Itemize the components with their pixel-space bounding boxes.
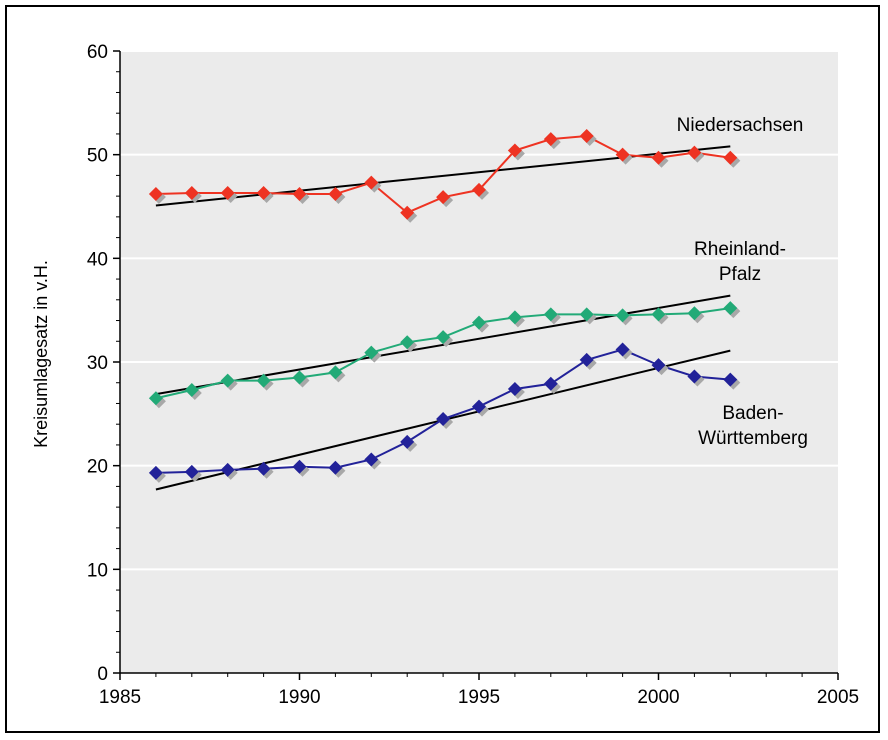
y-tick-label: 60 bbox=[87, 42, 108, 63]
data-point bbox=[292, 187, 307, 202]
data-point bbox=[579, 352, 594, 367]
data-point bbox=[148, 465, 163, 480]
data-point bbox=[723, 372, 738, 387]
y-axis-label: Kreisumlagesatz in v.H. bbox=[31, 260, 51, 448]
data-point bbox=[400, 335, 415, 350]
data-point bbox=[400, 205, 415, 220]
data-point bbox=[364, 175, 379, 190]
data-point bbox=[543, 132, 558, 147]
y-tick-label: 20 bbox=[87, 457, 108, 478]
x-tick-label: 1985 bbox=[99, 687, 141, 708]
data-point bbox=[723, 150, 738, 165]
data-point bbox=[687, 145, 702, 160]
data-point bbox=[400, 434, 415, 449]
data-point bbox=[220, 373, 235, 388]
data-point bbox=[615, 342, 630, 357]
data-point bbox=[256, 186, 271, 201]
y-tick-label: 50 bbox=[87, 146, 108, 167]
data-point bbox=[328, 460, 343, 475]
axes: 0 10 20 30 40 50 60 1985 1990 1995 2000 2005 bbox=[87, 42, 859, 708]
data-point bbox=[436, 412, 451, 427]
data-point bbox=[292, 370, 307, 385]
data-point bbox=[579, 307, 594, 322]
series-label: Rheinland- bbox=[694, 239, 786, 260]
y-tick-label: 0 bbox=[97, 664, 108, 685]
data-point bbox=[436, 330, 451, 345]
data-point bbox=[328, 187, 343, 202]
data-point bbox=[292, 459, 307, 474]
data-point bbox=[687, 369, 702, 384]
data-point bbox=[184, 464, 199, 479]
y-tick-label: 40 bbox=[87, 249, 108, 270]
data-point bbox=[543, 376, 558, 391]
y-tick-label: 10 bbox=[87, 560, 108, 581]
series-labels: Niedersachsen Rheinland- Pfalz Baden- Württe… bbox=[677, 115, 808, 449]
data-point bbox=[687, 306, 702, 321]
data-point bbox=[615, 147, 630, 162]
data-point bbox=[220, 186, 235, 201]
data-point bbox=[220, 462, 235, 477]
data-point bbox=[364, 452, 379, 467]
grid-lines bbox=[120, 50, 838, 571]
series-label: Baden- bbox=[722, 403, 783, 424]
data-point bbox=[723, 301, 738, 316]
y-tick-label: 30 bbox=[87, 353, 108, 374]
chart-frame: 0 10 20 30 40 50 60 1985 1990 1995 2000 2005 Nieder… bbox=[5, 5, 880, 733]
data-point bbox=[507, 143, 522, 158]
data-point bbox=[507, 310, 522, 325]
x-tick-label: 2005 bbox=[817, 687, 859, 708]
data-point bbox=[651, 307, 666, 322]
data-point bbox=[184, 186, 199, 201]
line-chart: 0 10 20 30 40 50 60 1985 1990 1995 2000 2005 Nieder… bbox=[31, 42, 859, 708]
data-point bbox=[507, 381, 522, 396]
data-point bbox=[328, 365, 343, 380]
data-point bbox=[615, 308, 630, 323]
series-label: Württemberg bbox=[698, 428, 808, 449]
trend-line bbox=[155, 294, 731, 396]
series-group bbox=[148, 129, 741, 483]
series bbox=[148, 342, 741, 483]
series bbox=[148, 129, 741, 223]
data-point bbox=[364, 345, 379, 360]
x-tick-label: 2000 bbox=[637, 687, 679, 708]
x-tick-label: 1990 bbox=[278, 687, 320, 708]
data-point bbox=[148, 187, 163, 202]
series-label: Pfalz bbox=[719, 264, 761, 285]
data-point bbox=[256, 373, 271, 388]
data-point bbox=[543, 307, 558, 322]
x-tick-label: 1995 bbox=[458, 687, 500, 708]
data-point bbox=[472, 315, 486, 330]
data-point bbox=[472, 182, 486, 197]
data-point bbox=[184, 382, 199, 397]
data-point bbox=[472, 399, 486, 414]
data-point bbox=[148, 391, 163, 406]
data-point bbox=[256, 461, 271, 476]
series-label: Niedersachsen bbox=[677, 115, 804, 136]
data-point bbox=[651, 150, 666, 165]
data-point bbox=[651, 358, 666, 373]
data-point bbox=[579, 129, 594, 144]
series bbox=[148, 301, 741, 409]
data-point bbox=[436, 190, 451, 205]
